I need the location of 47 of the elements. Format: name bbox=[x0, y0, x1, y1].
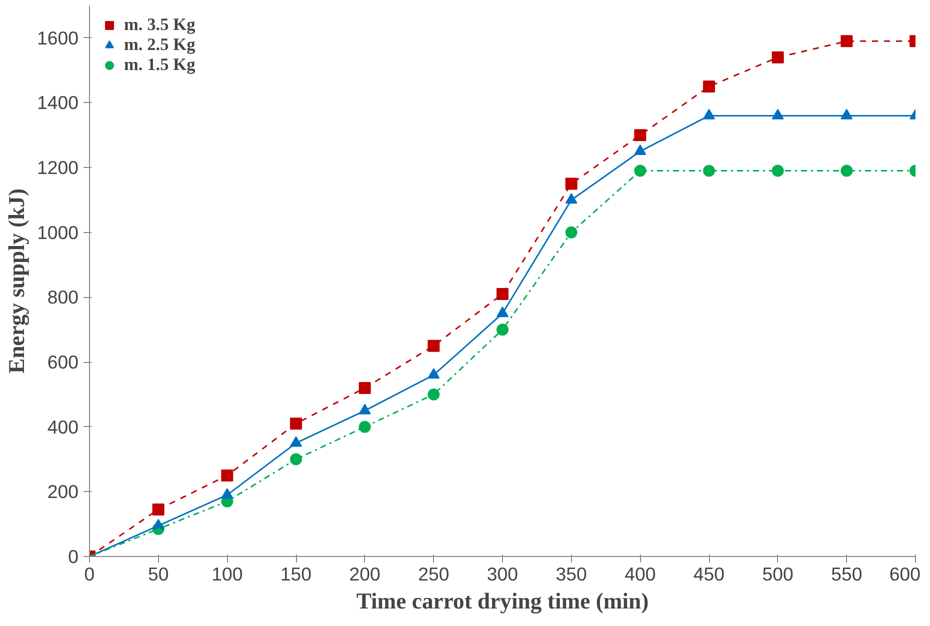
x-tick-label: 0 bbox=[84, 564, 95, 584]
point bbox=[634, 129, 646, 142]
y-axis-title: Energy supply (kJ) bbox=[4, 188, 29, 374]
point bbox=[428, 340, 440, 352]
point bbox=[840, 164, 853, 177]
point bbox=[565, 226, 578, 238]
point bbox=[703, 164, 715, 177]
y-tick-label: 1200 bbox=[36, 157, 79, 178]
point bbox=[290, 453, 302, 466]
point bbox=[703, 80, 715, 93]
point bbox=[221, 469, 234, 482]
y-tick-label: 200 bbox=[47, 481, 79, 502]
point bbox=[565, 178, 578, 190]
point bbox=[772, 51, 784, 64]
x-tick-label: 200 bbox=[349, 564, 380, 584]
x-tick-label: 500 bbox=[762, 564, 794, 584]
x-tick-label: 600 bbox=[889, 564, 921, 584]
x-tick-label: 50 bbox=[148, 564, 169, 584]
x-tick-label: 300 bbox=[486, 564, 518, 584]
x-tick-label: 150 bbox=[280, 564, 312, 584]
x-tick-label: 550 bbox=[831, 564, 862, 584]
y-tick-label: 800 bbox=[47, 286, 79, 308]
y-tick-label: 1000 bbox=[36, 222, 79, 243]
y-tick-label: 600 bbox=[47, 352, 79, 373]
point bbox=[358, 382, 371, 394]
point bbox=[290, 418, 302, 430]
point bbox=[634, 164, 646, 177]
x-tick-label: 400 bbox=[624, 564, 656, 584]
point bbox=[496, 288, 508, 300]
point bbox=[358, 420, 371, 433]
point bbox=[152, 504, 164, 516]
y-tick-label: 1600 bbox=[36, 27, 79, 48]
x-axis-title: Time carrot drying time (min) bbox=[356, 588, 649, 614]
point bbox=[428, 388, 440, 400]
legend-label: m. 3.5 Kg bbox=[124, 15, 196, 35]
x-tick-label: 100 bbox=[212, 564, 243, 584]
point bbox=[496, 324, 508, 336]
x-tick-label: 250 bbox=[418, 564, 450, 584]
legend-label: m. 2.5 Kg bbox=[124, 35, 196, 55]
point bbox=[840, 35, 853, 48]
y-tick-label: 1400 bbox=[36, 92, 79, 114]
y-tick-label: 400 bbox=[47, 416, 79, 438]
x-tick-label: 450 bbox=[693, 564, 725, 584]
point bbox=[772, 164, 784, 177]
x-tick-label: 350 bbox=[556, 564, 587, 584]
y-tick-label: 0 bbox=[68, 546, 79, 567]
legend-label: m. 1.5 Kg bbox=[124, 55, 196, 75]
